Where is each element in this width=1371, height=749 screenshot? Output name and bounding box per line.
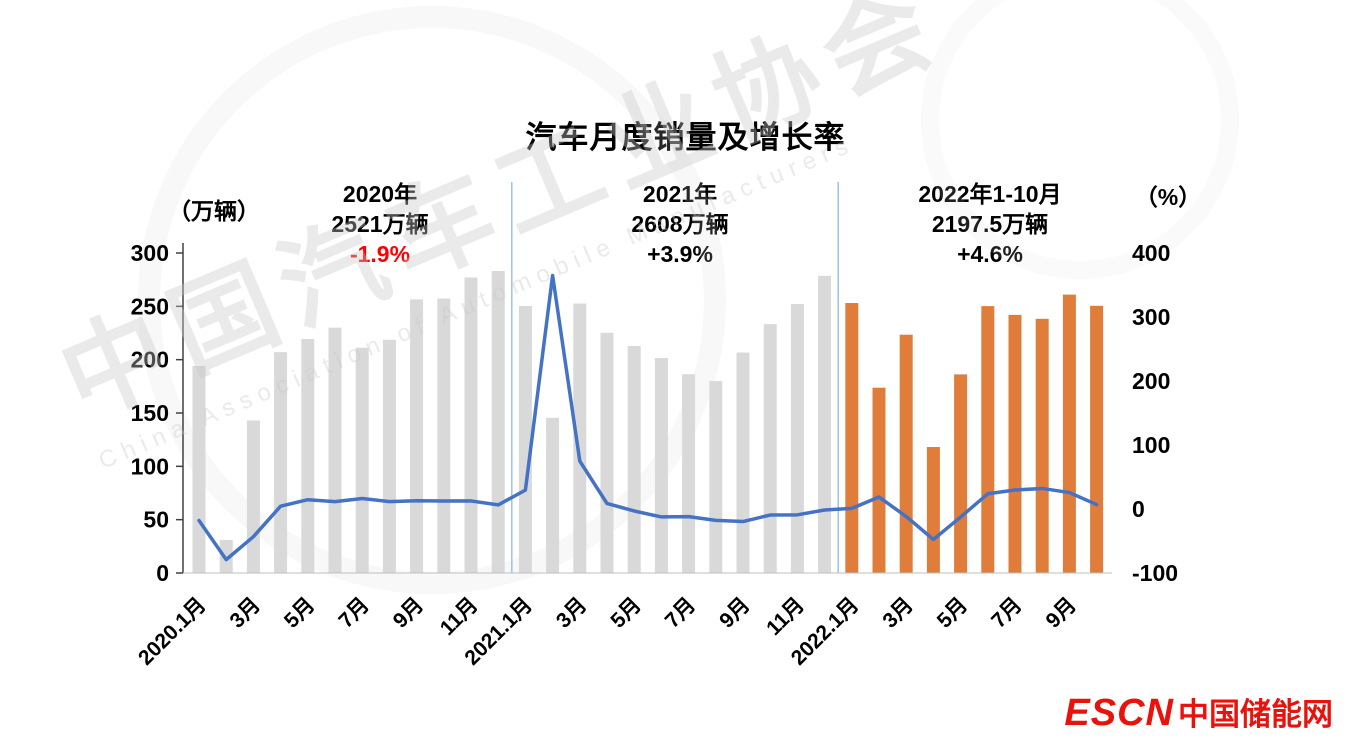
sales-bar (872, 387, 886, 573)
annotation-2022-growth: +4.6% (957, 240, 1023, 267)
left-axis-tick-label: 0 (156, 560, 169, 586)
annotation-2021: 2021年 2608万辆 +3.9% (555, 180, 805, 270)
sales-bar (899, 334, 913, 573)
left-axis-tick-label: 200 (131, 347, 169, 373)
left-axis-tick-label: 100 (131, 453, 169, 479)
x-axis-tick-label: 11月 (762, 593, 809, 640)
x-axis-tick-label: 3月 (226, 593, 265, 632)
x-axis-tick-label: 5月 (280, 593, 319, 632)
annotation-2021-total: 2608万辆 (631, 210, 729, 237)
left-axis-tick-label: 250 (131, 293, 169, 319)
sales-bar (355, 347, 369, 573)
x-axis-tick-label: 11月 (436, 593, 483, 640)
watermark-logo-arc-2 (921, 0, 1239, 279)
sales-bar (981, 306, 995, 573)
sales-bar (491, 271, 505, 573)
sales-bar (845, 303, 859, 573)
x-axis-tick-label: 3月 (878, 593, 917, 632)
escn-logo: ESCN 中国储能网 (1064, 689, 1333, 735)
x-axis-tick-label: 5月 (606, 593, 645, 632)
sales-bar (546, 417, 560, 573)
growth-line (197, 273, 1099, 562)
sales-bar (709, 381, 723, 573)
annotation-2021-year: 2021年 (642, 181, 718, 207)
sales-bar (682, 374, 696, 573)
sales-bar (600, 332, 614, 573)
right-axis-tick-label: 400 (1132, 240, 1170, 266)
sales-bar (954, 374, 968, 573)
right-axis-tick-label: 200 (1132, 368, 1170, 394)
annotation-2020-total: 2521万辆 (331, 210, 429, 237)
sales-bar (382, 339, 396, 573)
left-axis-tick-label: 50 (143, 507, 169, 533)
x-axis-tick-label: 9月 (389, 593, 428, 632)
sales-bar (1008, 314, 1022, 573)
x-axis-tick-label: 7月 (334, 593, 373, 632)
sales-bar (654, 358, 668, 573)
watermark-logo-arc (138, 6, 726, 594)
annotation-2022: 2022年1-10月 2197.5万辆 +4.6% (845, 180, 1135, 270)
sales-bar (518, 306, 532, 573)
x-axis-tick-label: 5月 (933, 593, 972, 632)
sales-bar (1062, 294, 1076, 573)
left-axis-unit-label: （万辆） (168, 198, 260, 224)
annotation-2022-year: 2022年1-10月 (918, 181, 1062, 207)
x-axis-tick-label: 7月 (987, 593, 1026, 632)
x-axis-tick-label: 3月 (552, 593, 591, 632)
sales-bar (274, 352, 288, 573)
x-axis-tick-label: 9月 (715, 593, 754, 632)
sales-bar (818, 275, 832, 573)
sales-bar (736, 352, 750, 573)
annotation-2020-growth: -1.9% (349, 240, 411, 267)
sales-bar (328, 327, 342, 573)
sales-bar (763, 324, 777, 573)
annotation-2021-growth: +3.9% (647, 240, 713, 267)
sales-bar (301, 338, 315, 573)
sales-bar (573, 303, 587, 573)
sales-bar (246, 420, 260, 573)
x-axis-tick-label: 7月 (661, 593, 700, 632)
left-axis-tick-label: 150 (131, 400, 169, 426)
sales-bar (1090, 305, 1104, 573)
annotation-2020: 2020年 2521万辆 -1.9% (255, 180, 505, 270)
sales-bar (219, 539, 233, 573)
sales-bar (464, 277, 478, 573)
escn-site-name: 中国储能网 (1178, 697, 1333, 732)
sales-bar (926, 447, 940, 573)
right-axis-tick-label: 100 (1132, 432, 1170, 458)
escn-logo-text: ESCN (1064, 692, 1174, 734)
sales-bar (1035, 318, 1049, 573)
sales-bar (192, 365, 206, 573)
right-axis-unit-label: （%） (1134, 184, 1202, 210)
sales-bar (437, 298, 451, 573)
right-axis-tick-label: 0 (1132, 496, 1145, 522)
left-axis-tick-label: 300 (131, 240, 169, 266)
right-axis-tick-label: 300 (1132, 304, 1170, 330)
right-axis-tick-label: -100 (1132, 560, 1178, 586)
annotation-2020-year: 2020年 (342, 181, 418, 207)
x-axis-tick-label: 9月 (1042, 593, 1081, 632)
annotation-2022-total: 2197.5万辆 (931, 210, 1049, 237)
page-title: 汽车月度销量及增长率 (525, 120, 846, 155)
sales-bar (410, 299, 424, 573)
x-axis-tick-label: 2020.1月 (134, 593, 211, 670)
sales-bar (627, 346, 641, 573)
sales-bar (790, 303, 804, 573)
